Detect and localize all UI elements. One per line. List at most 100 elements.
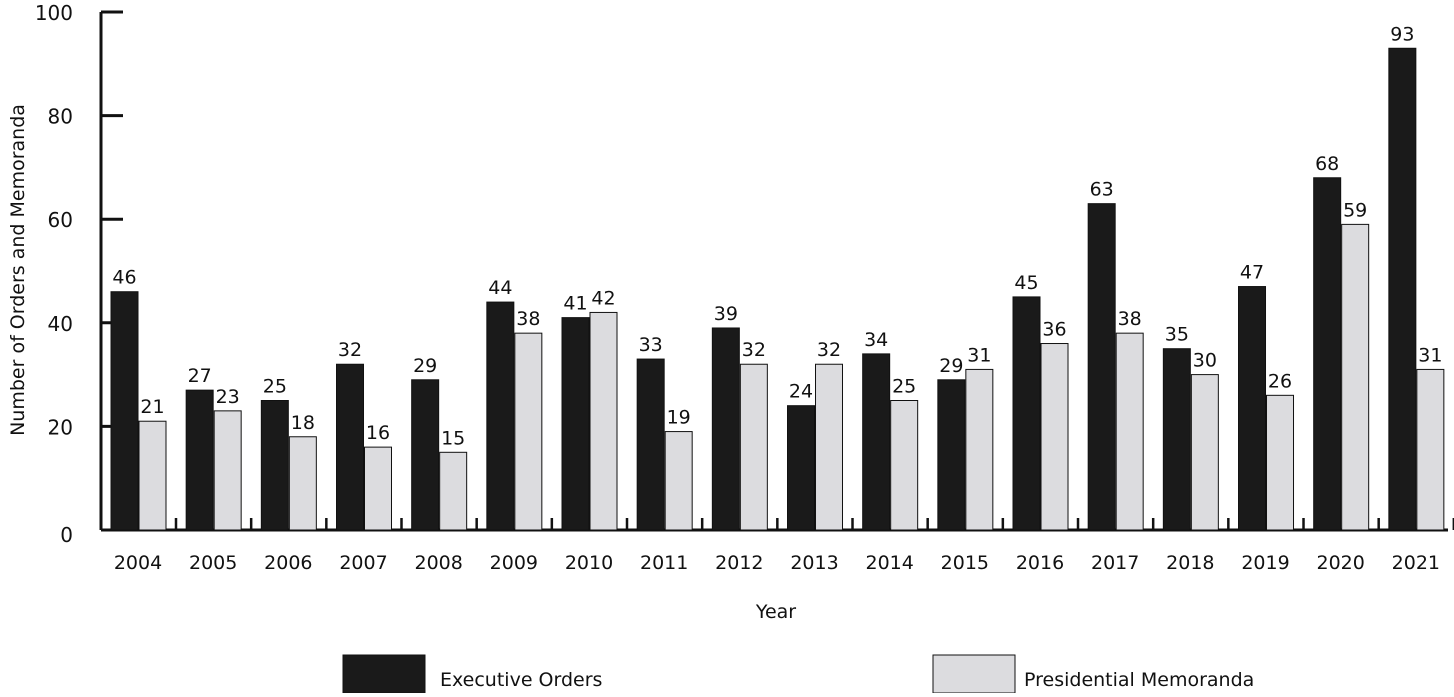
bar-executive-orders — [1013, 297, 1040, 530]
data-label-presidential-memoranda: 38 — [516, 308, 540, 330]
y-tick-label: 60 — [48, 208, 73, 232]
data-label-presidential-memoranda: 19 — [667, 407, 691, 429]
data-label-presidential-memoranda: 59 — [1343, 199, 1367, 221]
x-tick-label: 2005 — [189, 552, 237, 574]
bar-executive-orders — [1314, 178, 1341, 530]
bar-presidential-memoranda — [1267, 395, 1294, 530]
data-label-executive-orders: 68 — [1315, 153, 1339, 175]
x-tick-label: 2012 — [715, 552, 763, 574]
x-axis-title: Year — [755, 601, 796, 623]
x-tick-label: 2017 — [1091, 552, 1139, 574]
x-tick-label: 2018 — [1166, 552, 1214, 574]
x-tick-label: 2014 — [865, 552, 913, 574]
bar-presidential-memoranda — [891, 401, 918, 531]
x-tick-label: 2021 — [1392, 552, 1440, 574]
y-tick-label: 20 — [48, 415, 73, 439]
bar-presidential-memoranda — [365, 447, 392, 530]
bar-presidential-memoranda — [289, 437, 316, 530]
bar-presidential-memoranda — [1191, 375, 1218, 530]
x-tick-label: 2016 — [1016, 552, 1064, 574]
bar-executive-orders — [938, 380, 965, 530]
bar-executive-orders — [111, 292, 138, 530]
data-label-presidential-memoranda: 21 — [140, 396, 164, 418]
bar-executive-orders — [261, 401, 288, 531]
bar-executive-orders — [1239, 287, 1266, 530]
y-tick-label: 80 — [48, 105, 73, 129]
bar-presidential-memoranda — [590, 312, 617, 530]
x-tick-label: 2009 — [490, 552, 538, 574]
bar-presidential-memoranda — [1116, 333, 1143, 530]
x-tick-label: 2010 — [565, 552, 613, 574]
x-tick-label: 2007 — [339, 552, 387, 574]
data-label-executive-orders: 34 — [864, 329, 888, 351]
data-label-executive-orders: 29 — [413, 355, 437, 377]
bar-executive-orders — [1088, 204, 1115, 530]
data-label-presidential-memoranda: 18 — [291, 412, 315, 434]
data-label-presidential-memoranda: 26 — [1268, 370, 1292, 392]
data-label-executive-orders: 35 — [1165, 324, 1189, 346]
bar-executive-orders — [562, 318, 589, 530]
data-label-executive-orders: 63 — [1090, 179, 1114, 201]
data-label-executive-orders: 29 — [939, 355, 963, 377]
data-label-executive-orders: 45 — [1014, 272, 1038, 294]
bar-executive-orders — [788, 406, 815, 530]
bar-presidential-memoranda — [139, 421, 166, 530]
bar-executive-orders — [186, 390, 213, 530]
data-label-executive-orders: 33 — [639, 334, 663, 356]
y-tick-label: 0 — [60, 523, 73, 547]
data-label-presidential-memoranda: 30 — [1193, 350, 1217, 372]
x-tick-label: 2020 — [1316, 552, 1364, 574]
x-tick-label: 2013 — [790, 552, 838, 574]
data-label-executive-orders: 24 — [789, 381, 813, 403]
data-label-presidential-memoranda: 32 — [817, 339, 841, 361]
y-tick-label: 40 — [48, 312, 73, 336]
y-tick-label: 100 — [35, 1, 73, 25]
bars — [111, 48, 1444, 530]
bar-presidential-memoranda — [816, 364, 843, 530]
bar-presidential-memoranda — [214, 411, 241, 530]
data-label-executive-orders: 32 — [338, 339, 362, 361]
data-label-presidential-memoranda: 16 — [366, 422, 390, 444]
legend-label: Presidential Memoranda — [1024, 669, 1254, 691]
data-label-executive-orders: 46 — [112, 267, 136, 289]
legend: Executive Orders Presidential Memoranda — [343, 655, 1254, 693]
bar-executive-orders — [337, 364, 364, 530]
data-label-executive-orders: 93 — [1390, 23, 1414, 45]
data-label-presidential-memoranda: 15 — [441, 427, 465, 449]
bar-presidential-memoranda — [1417, 369, 1444, 530]
x-tick-label: 2004 — [114, 552, 162, 574]
data-label-presidential-memoranda: 31 — [1418, 344, 1442, 366]
data-label-executive-orders: 39 — [714, 303, 738, 325]
legend-label: Executive Orders — [440, 669, 602, 691]
data-label-presidential-memoranda: 31 — [967, 344, 991, 366]
legend-swatch — [343, 655, 425, 693]
bar-presidential-memoranda — [1342, 224, 1369, 530]
bar-executive-orders — [487, 302, 514, 530]
y-axis-title: Number of Orders and Memoranda — [7, 104, 29, 436]
bar-executive-orders — [1389, 48, 1416, 530]
data-label-executive-orders: 44 — [488, 277, 512, 299]
data-label-executive-orders: 25 — [263, 376, 287, 398]
bar-executive-orders — [637, 359, 664, 530]
bar-presidential-memoranda — [440, 452, 467, 530]
bar-executive-orders — [712, 328, 739, 530]
data-label-presidential-memoranda: 25 — [892, 376, 916, 398]
x-tick-label: 2015 — [941, 552, 989, 574]
bar-presidential-memoranda — [740, 364, 767, 530]
bar-presidential-memoranda — [665, 432, 692, 530]
x-tick-label: 2011 — [640, 552, 688, 574]
data-label-presidential-memoranda: 36 — [1042, 319, 1066, 341]
data-label-presidential-memoranda: 42 — [591, 287, 615, 309]
legend-swatch — [933, 655, 1015, 693]
bar-presidential-memoranda — [515, 333, 542, 530]
bar-presidential-memoranda — [1041, 344, 1068, 530]
data-label-executive-orders: 47 — [1240, 262, 1264, 284]
data-label-presidential-memoranda: 23 — [216, 386, 240, 408]
data-label-presidential-memoranda: 32 — [742, 339, 766, 361]
bar-executive-orders — [412, 380, 439, 530]
x-tick-label: 2008 — [414, 552, 462, 574]
data-label-executive-orders: 27 — [188, 365, 212, 387]
data-label-presidential-memoranda: 38 — [1118, 308, 1142, 330]
x-tick-label: 2019 — [1241, 552, 1289, 574]
